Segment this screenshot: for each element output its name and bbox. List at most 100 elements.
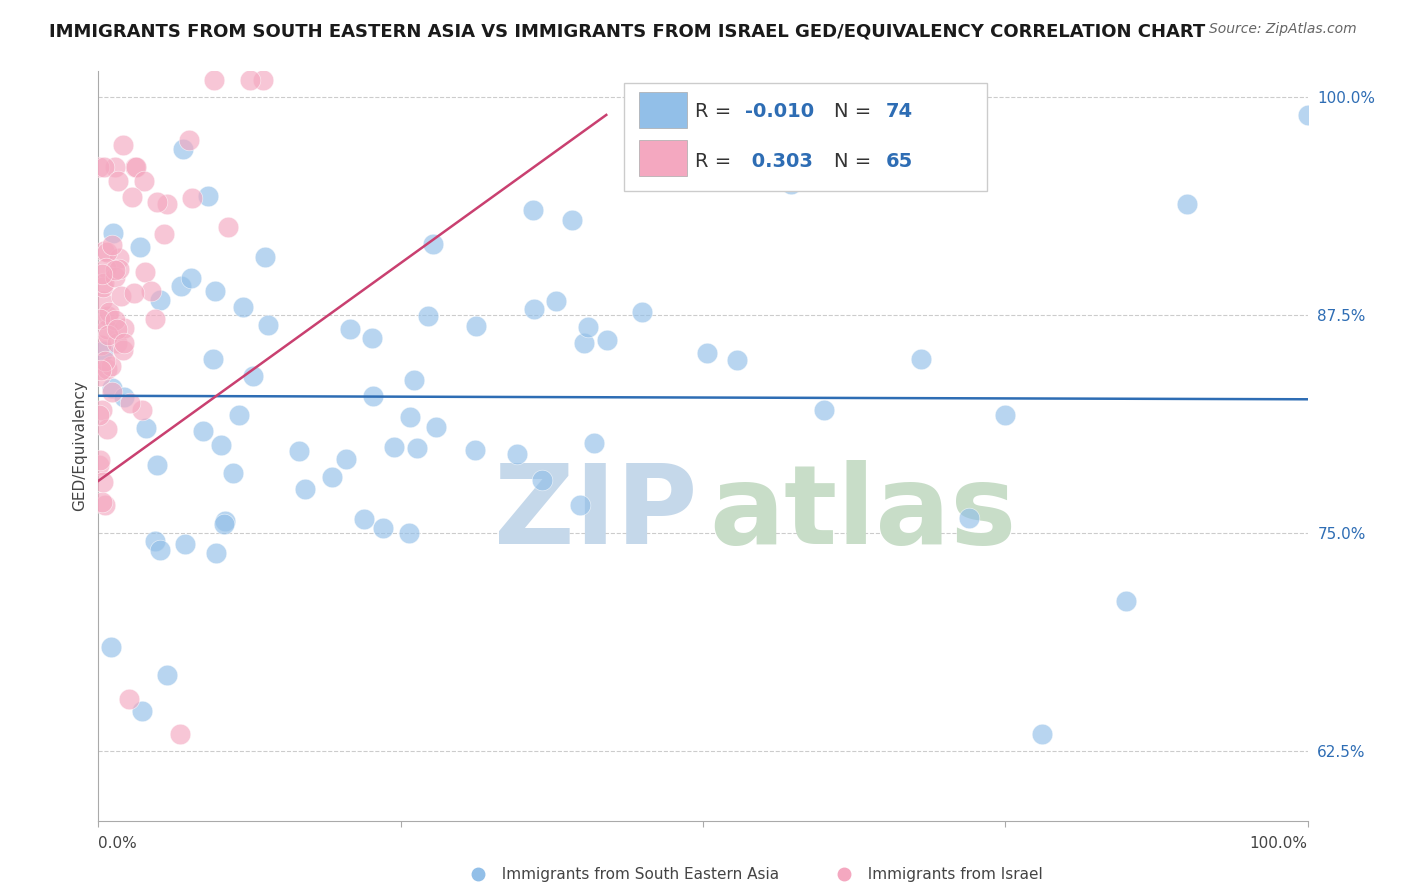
Point xyxy=(131,402,153,417)
Text: 65: 65 xyxy=(886,152,912,170)
Point xyxy=(156,196,179,211)
Point xyxy=(94,498,117,512)
Point xyxy=(87,160,110,174)
Point xyxy=(522,203,544,218)
Point xyxy=(197,189,219,203)
Text: N =: N = xyxy=(834,152,877,170)
Point xyxy=(180,270,202,285)
Point xyxy=(572,335,595,350)
Point xyxy=(335,452,357,467)
Point xyxy=(146,194,169,209)
Point xyxy=(96,245,118,260)
Point xyxy=(239,73,262,87)
Point xyxy=(100,640,122,654)
Point xyxy=(418,309,440,323)
Point xyxy=(212,517,235,532)
Point xyxy=(101,385,124,400)
Point xyxy=(156,668,179,682)
Point xyxy=(179,133,201,147)
Text: IMMIGRANTS FROM SOUTH EASTERN ASIA VS IMMIGRANTS FROM ISRAEL GED/EQUIVALENCY COR: IMMIGRANTS FROM SOUTH EASTERN ASIA VS IM… xyxy=(49,22,1205,40)
Text: 100.0%: 100.0% xyxy=(1250,836,1308,851)
Point xyxy=(169,726,191,740)
FancyBboxPatch shape xyxy=(624,83,987,191)
Text: Immigrants from Israel: Immigrants from Israel xyxy=(858,867,1042,881)
Point xyxy=(134,265,156,279)
Point xyxy=(112,336,135,351)
Point xyxy=(112,343,135,358)
Point xyxy=(104,160,127,174)
Point xyxy=(89,452,111,467)
Point xyxy=(110,289,132,303)
Point xyxy=(146,458,169,472)
Point xyxy=(97,328,120,343)
Point xyxy=(568,499,591,513)
Point xyxy=(174,537,197,551)
FancyBboxPatch shape xyxy=(638,92,688,128)
Point xyxy=(382,440,405,454)
Point xyxy=(107,335,129,350)
Point xyxy=(101,381,124,395)
Point xyxy=(89,312,111,326)
Point xyxy=(361,331,384,345)
Point xyxy=(422,237,444,252)
Point xyxy=(90,495,112,509)
Point xyxy=(217,219,239,234)
Point xyxy=(779,177,801,191)
Point xyxy=(464,442,486,457)
Point xyxy=(87,458,110,472)
Point xyxy=(100,359,122,374)
Point xyxy=(111,137,134,152)
Text: 0.0%: 0.0% xyxy=(98,836,138,851)
Point xyxy=(118,691,141,706)
Point xyxy=(232,300,254,314)
Point xyxy=(398,409,420,424)
Point xyxy=(89,369,111,384)
Point xyxy=(222,467,245,481)
Point xyxy=(204,284,226,298)
Point xyxy=(112,320,135,334)
Point xyxy=(582,435,605,450)
Point xyxy=(153,227,176,242)
Point xyxy=(93,160,115,174)
Point xyxy=(132,174,155,188)
Point xyxy=(91,402,114,417)
Point xyxy=(125,160,148,174)
Point xyxy=(405,441,427,455)
Point xyxy=(96,322,118,336)
Point xyxy=(228,408,250,422)
Point xyxy=(135,421,157,435)
Point xyxy=(561,213,583,227)
Point xyxy=(143,533,166,548)
Point xyxy=(576,320,599,334)
Point xyxy=(122,286,145,301)
Point xyxy=(104,263,127,277)
Point xyxy=(112,390,135,404)
FancyBboxPatch shape xyxy=(638,140,688,177)
Point xyxy=(506,447,529,461)
Point xyxy=(725,353,748,368)
Text: atlas: atlas xyxy=(709,460,1017,567)
Point xyxy=(91,344,114,359)
Point xyxy=(91,268,114,282)
Point xyxy=(202,73,225,87)
Point xyxy=(257,318,280,332)
Point xyxy=(696,346,718,360)
Point xyxy=(1031,726,1053,740)
Point xyxy=(149,293,172,308)
Point xyxy=(404,373,426,387)
Point xyxy=(205,545,228,559)
Point xyxy=(104,312,127,326)
Point xyxy=(1115,593,1137,607)
Point xyxy=(294,482,316,496)
Point xyxy=(93,276,115,290)
Point xyxy=(910,352,932,367)
Point xyxy=(91,279,114,293)
Point xyxy=(143,311,166,326)
Point xyxy=(596,333,619,347)
Point xyxy=(191,425,214,439)
Point xyxy=(107,173,129,187)
Point xyxy=(546,293,568,308)
Point xyxy=(425,420,447,434)
Text: N =: N = xyxy=(834,102,877,120)
Point xyxy=(121,190,143,204)
